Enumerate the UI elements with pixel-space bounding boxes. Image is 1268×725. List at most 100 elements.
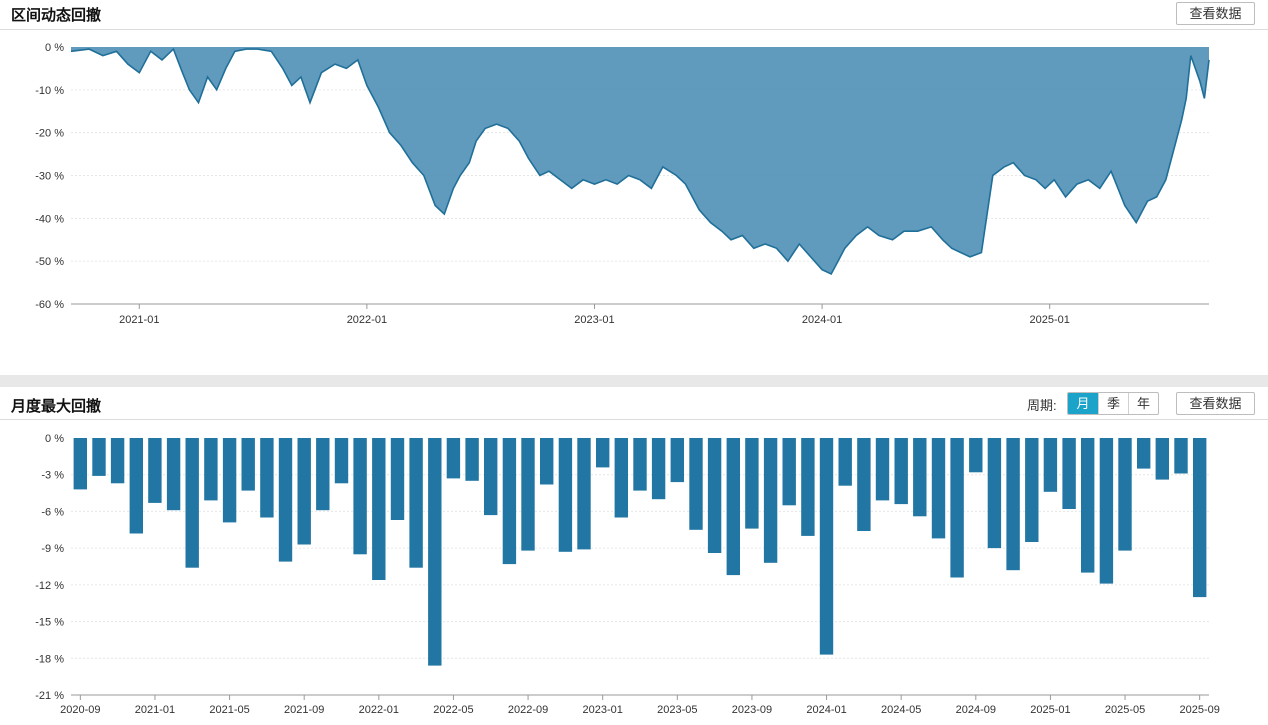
- bar: [931, 438, 946, 539]
- bar: [969, 438, 983, 473]
- x-tick-label: 2020-09: [60, 704, 100, 716]
- bar: [950, 438, 964, 578]
- period-quarter-option[interactable]: 季: [1098, 393, 1128, 414]
- y-tick-label: -40 %: [35, 213, 64, 225]
- y-tick-label: 0 %: [45, 42, 64, 54]
- y-tick-label: -6 %: [41, 506, 64, 518]
- drawdown-panel: 区间动态回撤 查看数据 0 % -10 % -20 % -30 % -40 % -50 %…: [0, 0, 1268, 326]
- monthly-drawdown-title: 月度最大回撤: [11, 398, 102, 415]
- x-tick-label: 2023-01: [583, 704, 623, 716]
- x-tick-label: 2023-01: [574, 314, 614, 326]
- bar: [577, 438, 591, 550]
- y-tick-label: -10 %: [35, 85, 64, 97]
- bar: [110, 438, 125, 484]
- bar: [1025, 438, 1039, 542]
- period-year-option[interactable]: 年: [1128, 393, 1158, 414]
- x-tick-label: 2024-09: [956, 704, 996, 716]
- bar: [894, 438, 908, 505]
- bar: [166, 438, 181, 511]
- y-tick-label: -21 %: [35, 690, 64, 702]
- bar: [1043, 438, 1058, 492]
- x-tick-label: 2022-05: [433, 704, 473, 716]
- bar: [1006, 438, 1020, 571]
- x-tick-label: 2022-01: [359, 704, 399, 716]
- bar: [540, 438, 554, 485]
- x-tick-label: 2025-05: [1105, 704, 1145, 716]
- bar: [316, 438, 330, 511]
- bar: [633, 438, 647, 491]
- bar: [745, 438, 759, 529]
- monthly-drawdown-bar-chart: 0 % -3 % -6 % -9 % -12 % -15 % -18 % -21 % 2020-…: [35, 433, 1220, 716]
- bar: [651, 438, 666, 500]
- period-month-option[interactable]: 月: [1068, 393, 1098, 414]
- bar: [689, 438, 703, 530]
- bar: [670, 438, 684, 483]
- y-tick-label: -3 %: [41, 470, 64, 482]
- bar: [222, 438, 237, 523]
- drawdown-area: [71, 47, 1209, 274]
- view-data-button-monthly[interactable]: 查看数据: [1176, 392, 1255, 415]
- bar: [521, 438, 535, 551]
- bar: [241, 438, 255, 491]
- bar: [73, 438, 87, 490]
- bar: [1118, 438, 1132, 551]
- period-label: 周期:: [1027, 398, 1057, 413]
- x-tick-label: 2024-01: [802, 314, 842, 326]
- bar: [596, 438, 610, 468]
- y-tick-label: -50 %: [35, 256, 64, 268]
- bar: [838, 438, 852, 486]
- bar: [390, 438, 405, 520]
- x-tick-label: 2024-01: [806, 704, 846, 716]
- bar: [334, 438, 349, 484]
- x-tick-label: 2022-09: [508, 704, 548, 716]
- y-tick-label: -20 %: [35, 128, 64, 140]
- bar: [819, 438, 834, 655]
- x-tick-label: 2021-01: [135, 704, 175, 716]
- bar: [707, 438, 722, 553]
- bar: [1081, 438, 1095, 573]
- bar: [129, 438, 143, 534]
- bar: [763, 438, 778, 563]
- bar: [92, 438, 106, 476]
- y-tick-label: -12 %: [35, 580, 64, 592]
- drawdown-line: [70, 47, 1210, 276]
- bar: [484, 438, 498, 516]
- drawdown-header: 区间动态回撤 查看数据: [0, 0, 1268, 30]
- bar: [614, 438, 628, 518]
- bar: [558, 438, 573, 552]
- y-tick-label: -60 %: [35, 299, 64, 311]
- x-tick-label: 2023-09: [732, 704, 772, 716]
- bar: [446, 438, 461, 479]
- drawdown-title: 区间动态回撤: [11, 7, 102, 24]
- bar: [801, 438, 815, 536]
- bar: [502, 438, 517, 565]
- bar: [1174, 438, 1188, 474]
- bar: [1099, 438, 1114, 584]
- bar: [278, 438, 293, 562]
- x-tick-label: 2022-01: [347, 314, 387, 326]
- x-tick-label: 2025-09: [1179, 704, 1219, 716]
- y-tick-label: -9 %: [41, 543, 64, 555]
- bar: [913, 438, 927, 517]
- view-data-button-drawdown[interactable]: 查看数据: [1176, 2, 1255, 25]
- bar: [409, 438, 423, 568]
- bar: [465, 438, 479, 481]
- y-tick-label: -30 %: [35, 171, 64, 183]
- bar: [726, 438, 740, 576]
- x-tick-label: 2024-05: [881, 704, 921, 716]
- x-tick-label: 2023-05: [657, 704, 697, 716]
- monthly-drawdown-header: 月度最大回撤 周期: 月 季 年 查看数据: [0, 387, 1268, 420]
- bar: [353, 438, 367, 555]
- bar: [875, 438, 890, 501]
- bar: [1137, 438, 1151, 469]
- x-tick-label: 2021-09: [284, 704, 324, 716]
- bar: [1193, 438, 1207, 598]
- bar: [1155, 438, 1169, 480]
- x-tick-label: 2021-01: [119, 314, 159, 326]
- monthly-drawdown-panel: 月度最大回撤 周期: 月 季 年 查看数据 0 % -3 % -6 % -9 % -12…: [0, 387, 1268, 725]
- bar: [857, 438, 871, 531]
- bar: [428, 438, 442, 666]
- bar: [1062, 438, 1076, 509]
- x-tick-label: 2025-01: [1029, 314, 1069, 326]
- bar: [185, 438, 199, 568]
